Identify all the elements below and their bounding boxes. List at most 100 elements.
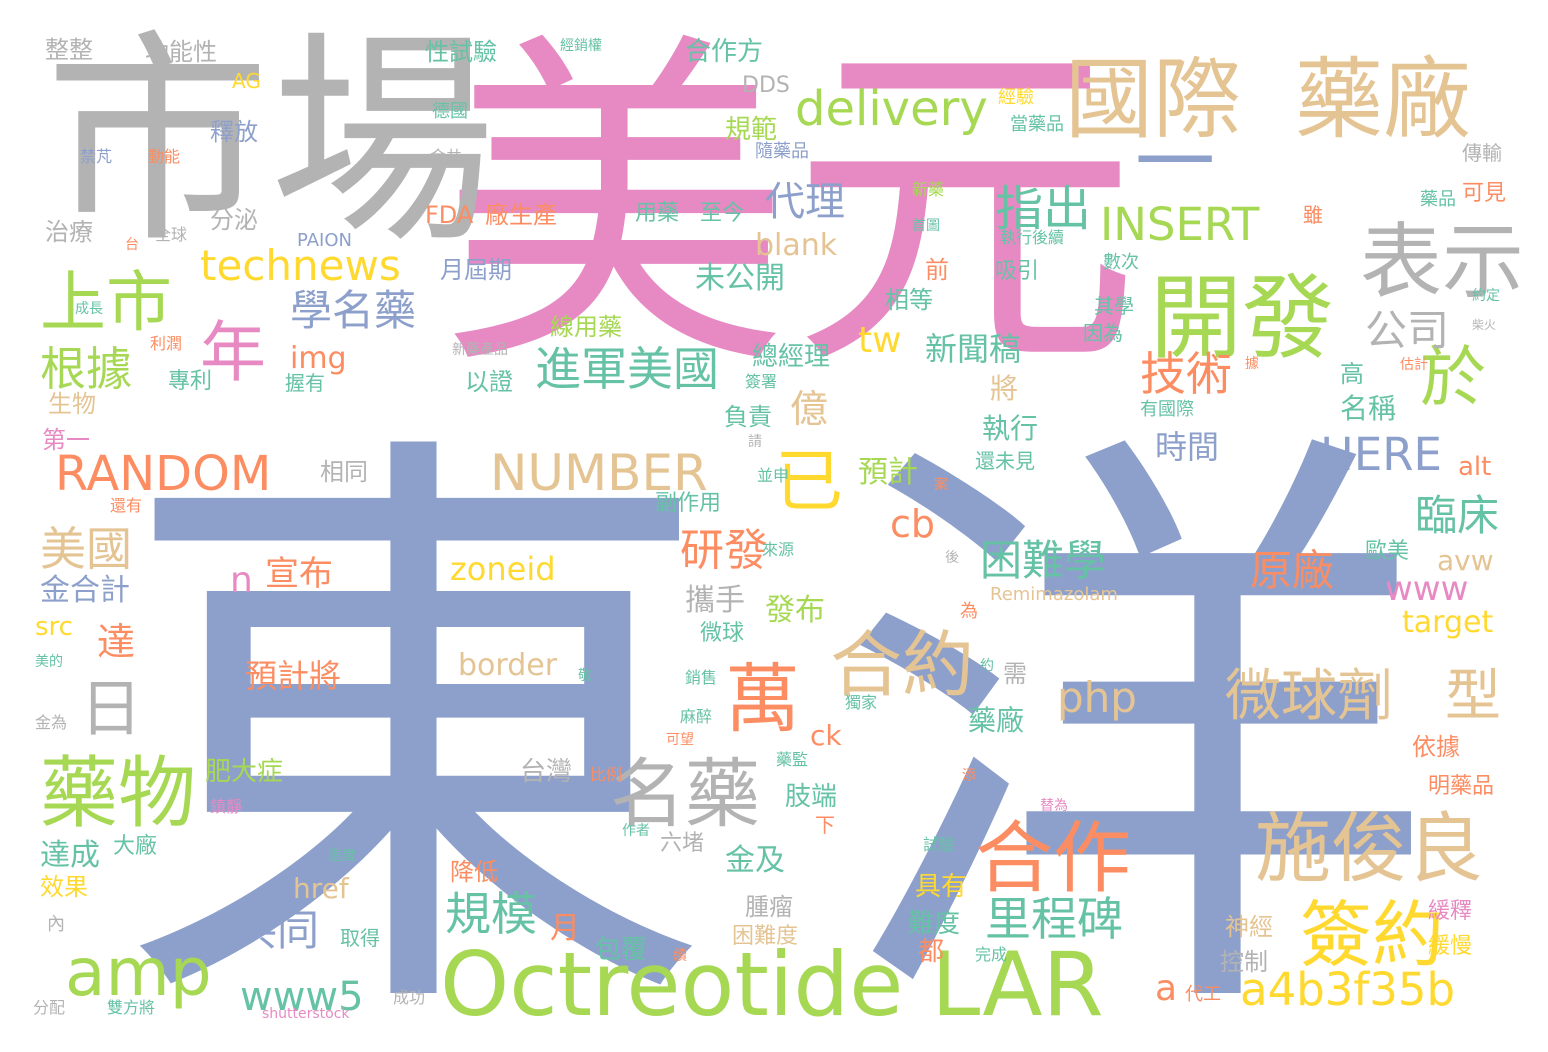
cloud-word: 都 [918,937,944,967]
cloud-word: blank [755,228,838,263]
cloud-word: 經驗 [998,87,1034,108]
cloud-word: border [458,648,558,683]
cloud-word: 緩慢 [1428,934,1472,959]
cloud-word: 億 [790,387,828,431]
cloud-word: 代理 [765,179,845,225]
cloud-word: 東 [115,388,715,1052]
cloud-word: 性試驗 [425,38,497,66]
cloud-word: 具有 [915,872,967,902]
cloud-word: 規範 [725,115,777,145]
cloud-word: 神經 [1225,913,1273,941]
cloud-word: 宣布 [265,554,333,594]
cloud-word: 新藥產品 [452,341,508,358]
cloud-word: 技術 [1140,347,1232,401]
cloud-word: 成長 [75,301,103,317]
cloud-word: target [1402,605,1493,640]
cloud-word: 後 [945,550,959,566]
cloud-word: 六堵 [660,831,704,856]
cloud-word: 合作 [975,814,1131,904]
cloud-word: 需 [1003,660,1027,688]
cloud-word: delivery [795,81,988,137]
cloud-word: HERE [1320,428,1442,481]
cloud-word: 藥品 [1420,189,1456,210]
cloud-word: 作者 [622,823,650,839]
cloud-word: 控制 [1220,948,1268,976]
cloud-word: 來源 [762,540,794,559]
cloud-word: 相同 [320,458,368,486]
cloud-word: 線用藥 [550,313,622,341]
cloud-word: 取得 [340,926,380,950]
cloud-word: 發布 [765,593,825,628]
cloud-word: src [35,612,73,642]
cloud-word: 困難學 [980,536,1106,585]
cloud-word: 有國際 [1140,399,1194,420]
cloud-word: PAION [297,230,352,251]
cloud-word: 腫瘤 [745,893,793,921]
cloud-word: 名稱 [1340,392,1396,425]
cloud-word: 動能 [148,147,180,166]
cloud-word: 生物 [48,390,96,418]
cloud-word: 微球劑 [1225,664,1393,729]
cloud-word: 規模 [445,887,537,941]
cloud-word: 緩釋 [1428,899,1472,924]
cloud-word: 用藥 [635,201,679,226]
cloud-word: 鎮靜 [210,797,242,816]
cloud-word: 一 [1135,116,1215,209]
cloud-word: 負責 [724,403,772,431]
cloud-word: php [1057,673,1137,722]
cloud-word: 禁芃 [80,147,112,166]
cloud-word: 案 [934,476,948,493]
cloud-word: 替為 [1040,798,1068,814]
cloud-word: 未公開 [695,261,785,296]
cloud-word: 國際 [1065,48,1241,151]
cloud-word: 治療 [45,218,93,246]
cloud-word: a4b3f35b [1240,963,1455,1016]
cloud-word: 藥監 [776,750,808,769]
cloud-word: 藥廠 [968,704,1024,737]
cloud-word: 高 [1340,360,1364,388]
cloud-word: 新聞稿 [925,330,1021,368]
cloud-word: 首圖 [912,218,940,234]
cloud-word: FDA [425,201,474,229]
cloud-word: 施俊良 [1255,804,1483,893]
cloud-word: 根據 [40,342,132,396]
cloud-word: 整整 [45,36,93,64]
cloud-word: 續 [673,948,687,964]
cloud-word: Octreotide LAR [440,933,1104,1036]
cloud-word: 代工 [1185,984,1221,1005]
cloud-word: 上市 [40,264,172,341]
cloud-word: img [290,341,347,376]
cloud-word: 金共 [430,147,462,166]
cloud-word: Remimazolam [990,584,1118,605]
cloud-word: 敬 [578,668,592,684]
cloud-word: 試驗 [923,835,955,854]
cloud-word: 型 [1445,664,1501,729]
cloud-word: 時間 [1155,428,1219,466]
cloud-word: NUMBER [490,444,708,502]
cloud-word: 專利 [168,369,212,394]
cloud-word: 其學 [1094,294,1134,318]
cloud-word: 原廠 [1250,546,1334,595]
cloud-word: 功能性 [145,38,217,66]
cloud-word: 至今 [700,201,744,226]
cloud-word: 學名藥 [290,286,416,335]
cloud-word: 指出 [995,181,1091,237]
cloud-word: 雖 [1303,203,1323,227]
cloud-word: 麻醉 [680,707,712,726]
cloud-word: cb [890,502,935,546]
cloud-word: n [230,560,253,601]
cloud-word: 以證 [465,368,513,396]
cloud-word: 明藥品 [1428,774,1494,799]
cloud-word: www5 [240,974,364,1020]
cloud-word: 總經理 [752,342,830,372]
cloud-word: 比例 [590,765,622,784]
cloud-word: 台 [125,237,139,253]
cloud-word: 於 [1420,339,1486,416]
cloud-word: 獨家 [845,693,877,712]
cloud-word: 藥廠 [1295,48,1471,151]
cloud-word: 歐美 [1365,539,1409,564]
cloud-word: 達成 [40,838,100,873]
cloud-word: 日 [80,672,142,745]
cloud-word: 表示 [1360,215,1524,310]
